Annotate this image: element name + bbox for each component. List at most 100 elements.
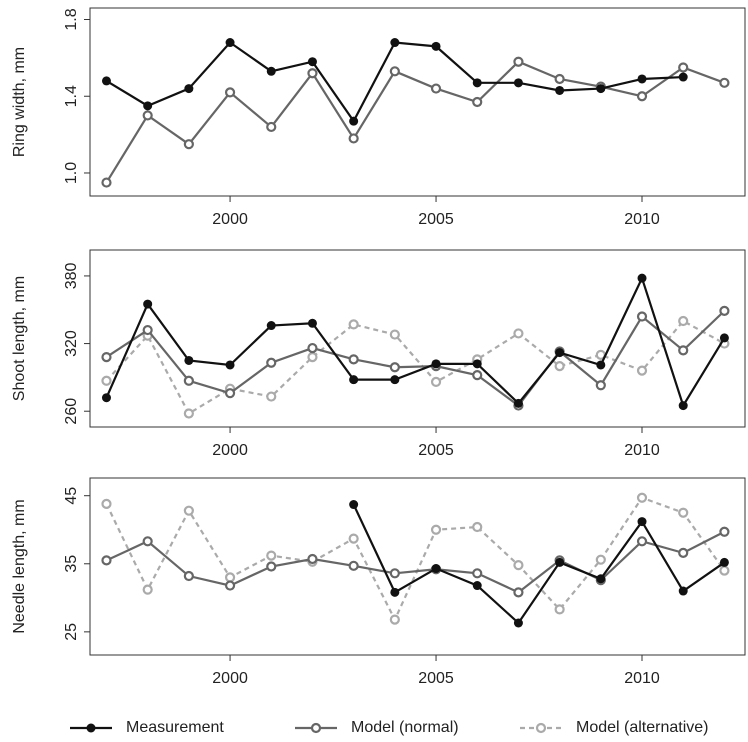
marker (266, 550, 277, 561)
marker (101, 393, 111, 403)
marker (637, 74, 647, 84)
marker (472, 521, 483, 533)
marker (595, 554, 606, 565)
marker (430, 524, 442, 535)
marker (678, 345, 689, 356)
x-tick-label: 2005 (418, 442, 454, 459)
marker (101, 375, 112, 386)
marker (225, 38, 235, 48)
y-tick-label: 1.0 (63, 162, 80, 184)
marker (307, 352, 318, 363)
marker (349, 375, 359, 385)
marker (101, 76, 111, 86)
marker (719, 565, 730, 576)
marker (183, 505, 194, 516)
marker (307, 57, 317, 67)
marker (513, 328, 524, 339)
marker (389, 568, 400, 579)
marker (472, 370, 483, 381)
marker (142, 584, 153, 595)
series-line (105, 41, 684, 124)
series-line (106, 530, 725, 594)
marker (101, 498, 112, 509)
marker (348, 319, 359, 330)
series-line (352, 504, 726, 625)
marker (678, 401, 688, 411)
marker (349, 500, 359, 510)
marker (224, 388, 236, 399)
marker (307, 318, 317, 328)
marker (183, 408, 194, 419)
marker (183, 570, 194, 582)
marker (555, 85, 565, 95)
marker (719, 333, 729, 343)
marker (636, 492, 648, 503)
marker (143, 299, 153, 309)
marker (678, 547, 689, 558)
marker (472, 581, 482, 591)
marker (431, 564, 441, 574)
marker (389, 329, 400, 340)
y-tick-label: 45 (63, 487, 80, 505)
marker (224, 572, 236, 583)
marker (224, 580, 236, 591)
marker (719, 557, 729, 567)
legend-label: Model (alternative) (576, 719, 709, 736)
x-tick-label: 2000 (212, 211, 248, 228)
marker (678, 507, 689, 518)
marker (348, 354, 359, 365)
marker (184, 84, 194, 94)
x-tick-label: 2010 (624, 211, 660, 228)
marker (719, 77, 730, 88)
marker (184, 355, 194, 365)
marker (554, 73, 565, 85)
marker (555, 557, 565, 567)
marker (266, 66, 276, 76)
series-line (105, 275, 726, 409)
marker (430, 376, 442, 388)
marker (513, 560, 524, 571)
y-tick-label: 320 (63, 330, 80, 357)
marker (389, 614, 400, 625)
marker (636, 91, 648, 102)
marker (266, 321, 276, 331)
x-tick-label: 2000 (212, 442, 248, 459)
y-tick-label: 260 (63, 398, 80, 425)
marker (266, 561, 277, 572)
y-axis-title: Ring width, mm (11, 47, 28, 157)
y-tick-label: 1.4 (63, 85, 80, 107)
marker (636, 536, 648, 547)
marker (225, 360, 235, 370)
marker (678, 62, 689, 73)
legend-marker (310, 722, 322, 734)
y-tick-label: 25 (63, 623, 80, 641)
marker (472, 568, 483, 579)
legend-marker (86, 723, 96, 733)
marker (307, 68, 318, 79)
plot-frame (89, 477, 746, 656)
marker (472, 78, 482, 88)
marker (431, 359, 441, 369)
y-axis-title: Shoot length, mm (11, 276, 28, 401)
series-line (105, 310, 726, 408)
marker (142, 536, 153, 547)
legend-label: Model (normal) (351, 719, 459, 736)
marker (390, 38, 400, 48)
marker (513, 398, 523, 408)
marker (101, 352, 112, 363)
marker (678, 315, 689, 327)
marker (348, 133, 359, 144)
marker (596, 574, 606, 584)
marker (554, 604, 565, 615)
marker (142, 324, 153, 336)
y-tick-label: 1.8 (63, 8, 80, 30)
marker (183, 139, 194, 150)
x-tick-label: 2010 (624, 442, 660, 459)
marker (719, 305, 730, 316)
marker (348, 533, 359, 544)
x-tick-label: 2005 (418, 211, 454, 228)
marker (637, 517, 647, 527)
marker (513, 56, 524, 67)
y-axis-title: Needle length, mm (11, 499, 28, 633)
